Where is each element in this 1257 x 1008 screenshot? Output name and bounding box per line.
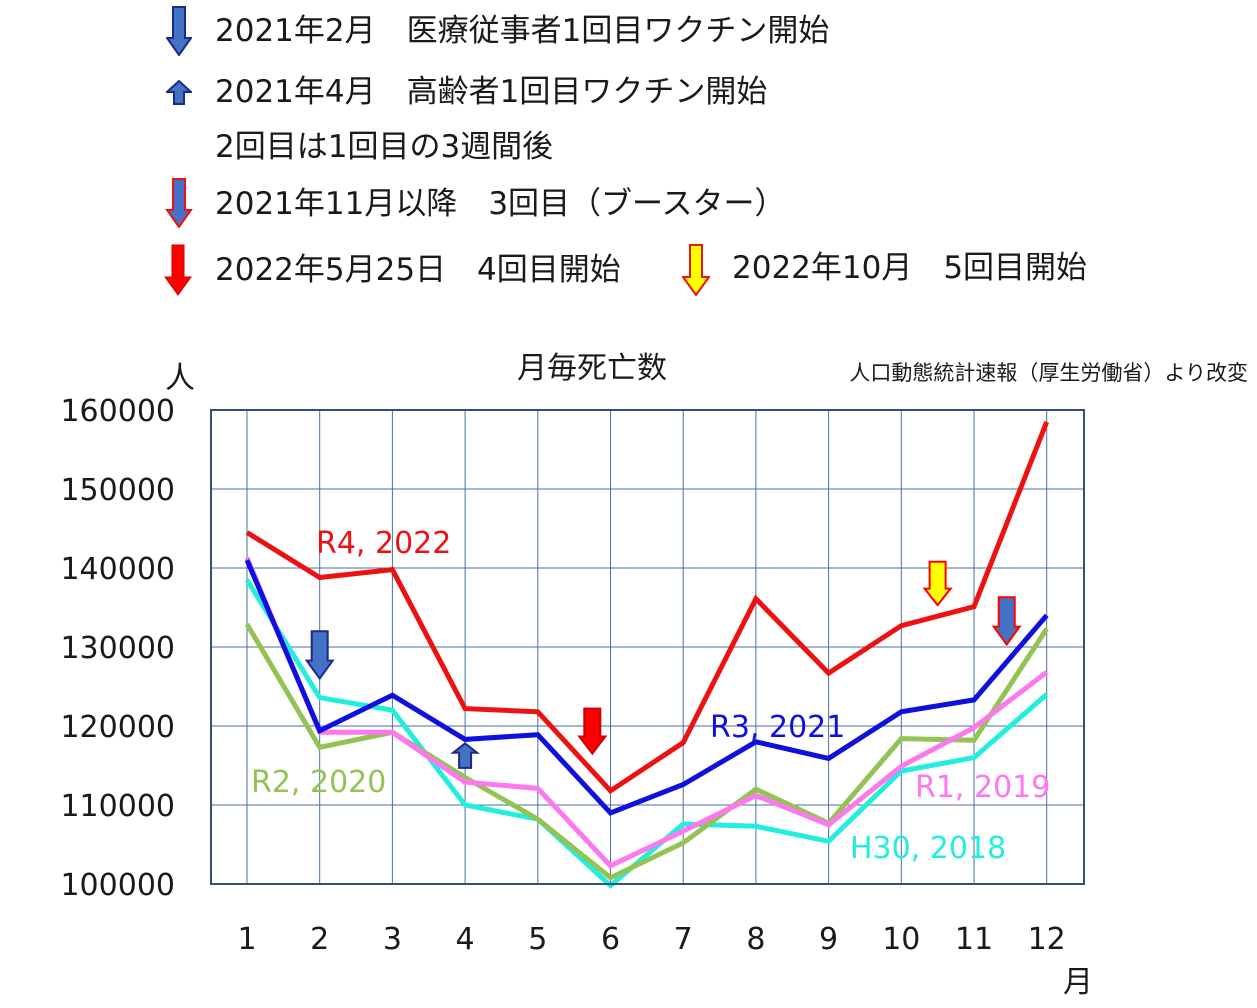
blue-down-arrow-icon bbox=[166, 6, 192, 56]
legend-item-2-text: 2021年4月 高齢者1回目ワクチン開始 bbox=[215, 74, 768, 110]
x-tick-label-6: 6 bbox=[601, 922, 620, 957]
series-line-r4-2022 bbox=[245, 420, 1050, 795]
grid-lines bbox=[211, 410, 1084, 884]
y-tick-label-110000: 110000 bbox=[60, 789, 175, 824]
series-labels: R4, 2022 R3, 2021 R2, 2020 R1, 2019 H30,… bbox=[251, 526, 1050, 866]
series-line-r3-2021 bbox=[244, 559, 1049, 816]
y-tick-label-120000: 120000 bbox=[60, 710, 175, 745]
vaccine-annotations bbox=[304, 560, 1022, 769]
series-line-r1-2019 bbox=[244, 556, 1049, 869]
x-tick-label-2: 2 bbox=[310, 922, 329, 957]
y-tick-label-150000: 150000 bbox=[60, 473, 175, 508]
x-tick-label-11: 11 bbox=[955, 922, 993, 957]
series-line-h30-2018 bbox=[244, 578, 1049, 889]
series-label-r3-2021: R3, 2021 bbox=[710, 710, 845, 745]
x-tick-label-12: 12 bbox=[1028, 922, 1066, 957]
y-axis-unit-label: 人 bbox=[165, 361, 195, 396]
x-tick-label-9: 9 bbox=[819, 922, 838, 957]
blue-red-outline-down-arrow-icon bbox=[991, 596, 1022, 647]
legend-item-4-text: 2021年11月以降 3回目（ブースター） bbox=[215, 186, 786, 222]
series-lines bbox=[244, 420, 1050, 889]
series-label-h30-2018: H30, 2018 bbox=[850, 831, 1006, 866]
x-axis-unit-label: 月 bbox=[1063, 965, 1093, 1000]
yellow-down-arrow-icon bbox=[682, 244, 710, 296]
x-tick-label-1: 1 bbox=[237, 922, 256, 957]
red-down-arrow-icon bbox=[164, 244, 192, 296]
x-tick-labels: 1 2 3 4 5 6 7 8 9 10 11 12 bbox=[237, 922, 1065, 957]
y-tick-label-100000: 100000 bbox=[60, 868, 175, 903]
legend-item-1-text: 2021年2月 医療従事者1回目ワクチン開始 bbox=[215, 13, 830, 49]
y-tick-label-130000: 130000 bbox=[60, 631, 175, 666]
chart-title: 月毎死亡数 bbox=[517, 351, 667, 386]
legend-item-3-text: 2回目は1回目の3週間後 bbox=[215, 129, 554, 165]
y-tick-labels: 100000 110000 120000 130000 140000 150000 1600… bbox=[60, 394, 175, 903]
small-blue-up-arrow-icon bbox=[450, 742, 481, 769]
x-tick-label-4: 4 bbox=[456, 922, 475, 957]
x-tick-label-7: 7 bbox=[674, 922, 693, 957]
y-tick-label-160000: 160000 bbox=[60, 394, 175, 429]
x-tick-label-8: 8 bbox=[746, 922, 765, 957]
x-tick-label-10: 10 bbox=[882, 922, 920, 957]
series-label-r1-2019: R1, 2019 bbox=[915, 770, 1050, 805]
y-tick-label-140000: 140000 bbox=[60, 552, 175, 587]
series-label-r2-2020: R2, 2020 bbox=[251, 765, 386, 800]
x-tick-label-3: 3 bbox=[383, 922, 402, 957]
blue-red-outline-down-arrow-icon bbox=[165, 178, 193, 228]
yellow-down-arrow-icon bbox=[922, 560, 953, 607]
x-tick-label-5: 5 bbox=[528, 922, 547, 957]
small-blue-up-arrow-icon bbox=[166, 80, 192, 105]
blue-down-arrow-icon bbox=[304, 630, 335, 681]
chart-source-note: 人口動態統計速報（厚生労働省）より改変 bbox=[849, 361, 1248, 385]
legend-item-6-text: 2022年10月 5回目開始 bbox=[732, 250, 1088, 286]
plot-area-border bbox=[210, 409, 1085, 885]
legend-item-5-text: 2022年5月25日 4回目開始 bbox=[215, 252, 621, 288]
series-label-r4-2022: R4, 2022 bbox=[316, 526, 451, 561]
red-down-arrow-icon bbox=[577, 707, 608, 756]
